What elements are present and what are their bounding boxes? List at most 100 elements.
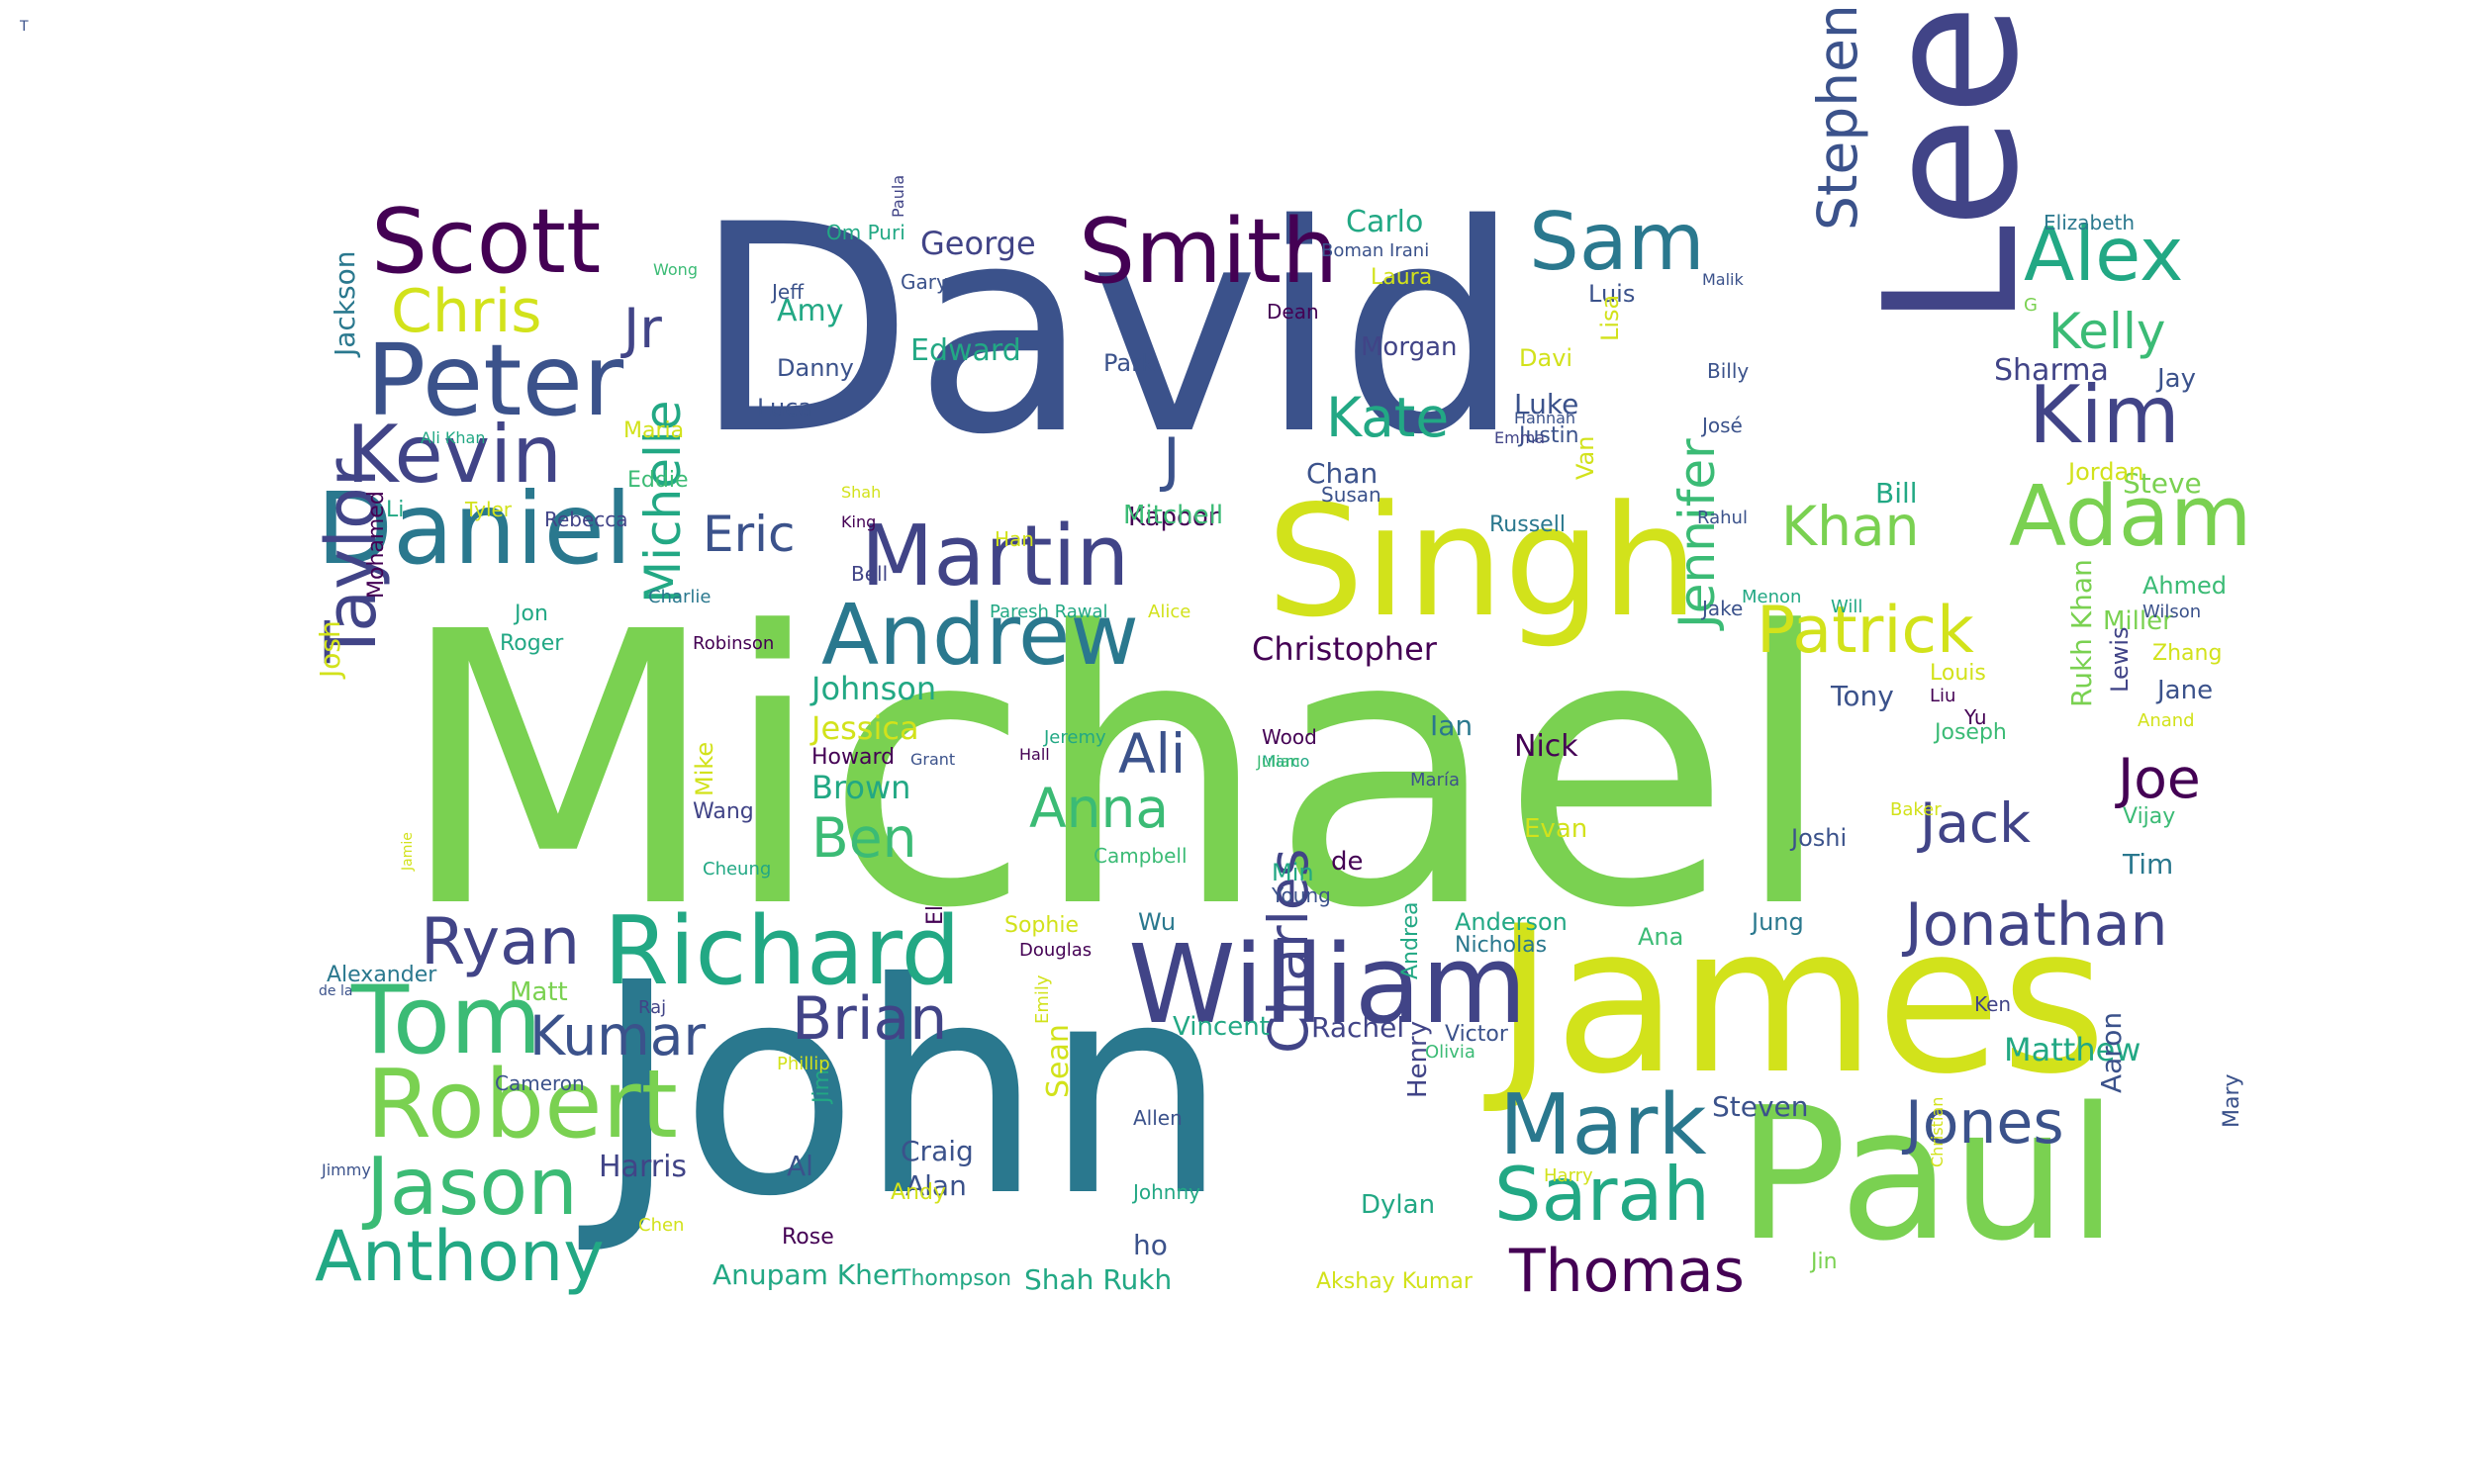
word-amy: Amy <box>777 294 844 328</box>
word-christian: Christian <box>1928 1096 1947 1167</box>
word-charlie: Charlie <box>648 587 712 607</box>
word-anderson: Anderson <box>1455 908 1568 936</box>
word-sharma: Sharma <box>1994 353 2109 388</box>
word-justin: Justin <box>1519 423 1579 448</box>
word-danny: Danny <box>777 354 854 382</box>
word-smith: Smith <box>1079 200 1339 304</box>
word-jack: Jack <box>1920 791 2032 855</box>
word-om-puri: Om Puri <box>826 221 905 244</box>
word-scott: Scott <box>371 190 602 294</box>
word-min: Min <box>1272 859 1314 886</box>
word-phillip: Phillip <box>777 1054 830 1074</box>
word-kapoor: Kapoor <box>1128 503 1219 532</box>
word-ahmed: Ahmed <box>2142 572 2228 600</box>
word-luis: Luis <box>1588 280 1636 308</box>
word-dylan: Dylan <box>1361 1190 1436 1220</box>
word-olivia: Olivia <box>1425 1042 1475 1063</box>
word-kumar: Kumar <box>529 1004 707 1067</box>
word-miller: Miller <box>2103 606 2173 636</box>
word-jones: Jones <box>1905 1088 2064 1158</box>
word-al: Al <box>787 1150 813 1182</box>
word-young: Young <box>1272 883 1331 907</box>
word-roger: Roger <box>500 631 564 656</box>
word-t: T <box>20 19 29 35</box>
word-ali-khan: Ali Khan <box>421 428 486 447</box>
word-nick: Nick <box>1514 729 1578 764</box>
word-steve: Steve <box>2123 467 2202 500</box>
word-jane: Jane <box>2157 676 2214 705</box>
word-christopher: Christopher <box>1252 630 1437 668</box>
word-susan: Susan <box>1321 483 1381 507</box>
word-king: King <box>841 512 877 531</box>
word-johnson: Johnson <box>811 670 937 707</box>
word-alice: Alice <box>1148 602 1191 622</box>
word-kim: Kim <box>2029 369 2180 461</box>
word-tony: Tony <box>1831 680 1894 712</box>
word-ali: Ali <box>1118 722 1187 786</box>
word-g: G <box>2024 295 2038 316</box>
word-david: David <box>693 164 1522 498</box>
word-jay: Jay <box>2157 364 2196 394</box>
word-daniel: Daniel <box>317 471 632 587</box>
word-shah-rukh: Shah Rukh <box>1024 1263 1173 1296</box>
word-li: Li <box>386 498 405 522</box>
word-andrea: Andrea <box>1398 901 1423 979</box>
word-jonathan: Jonathan <box>1905 890 2168 960</box>
word-michael: Michael <box>396 552 1837 990</box>
word-sean: Sean <box>1041 1024 1076 1098</box>
word-emily: Emily <box>1032 974 1053 1024</box>
word-lee: Lee <box>1845 4 2058 328</box>
word-andy: Andy <box>891 1180 946 1205</box>
word-john: John <box>594 920 1229 1260</box>
word-wang: Wang <box>693 799 754 824</box>
word-eric: Eric <box>703 506 796 563</box>
word-ana: Ana <box>1638 923 1684 951</box>
word-chan: Chan <box>1306 457 1379 490</box>
word-johnny: Johnny <box>1133 1180 1200 1204</box>
word-alexander: Alexander <box>327 963 437 987</box>
word-jeremy: Jeremy <box>1044 727 1106 748</box>
word-adam: Adam <box>2009 468 2252 566</box>
word-wilson: Wilson <box>2142 602 2202 622</box>
word-douglas: Douglas <box>1019 940 1093 961</box>
word-evan: Evan <box>1524 814 1588 844</box>
word-edward: Edward <box>910 333 1021 368</box>
word-alan: Alan <box>905 1169 967 1202</box>
word-harry: Harry <box>1544 1165 1593 1186</box>
word-aaron: Aaron <box>2095 1011 2128 1093</box>
word-jim: Jim <box>809 1068 834 1103</box>
word-davi: Davi <box>1519 344 1573 372</box>
word-thompson: Thompson <box>898 1266 1012 1291</box>
word-grant: Grant <box>910 750 956 769</box>
word-cheung: Cheung <box>703 859 772 880</box>
word-kelly: Kelly <box>2048 303 2166 360</box>
word-park: Park <box>1103 349 1155 377</box>
word-chris: Chris <box>391 277 542 346</box>
word-robert: Robert <box>366 1051 678 1159</box>
word-matthew: Matthew <box>2004 1031 2141 1068</box>
word-yu: Yu <box>1964 705 1987 729</box>
word-joe: Joe <box>2118 747 2201 810</box>
word-steven: Steven <box>1712 1090 1809 1123</box>
word-george: George <box>920 225 1036 262</box>
word-joseph: Joseph <box>1935 720 2007 745</box>
word-el: El <box>923 904 948 925</box>
word-kevin: Kevin <box>346 409 562 501</box>
word-peter: Peter <box>366 323 624 438</box>
word-mary: Mary <box>2220 1073 2244 1128</box>
word-cameron: Cameron <box>495 1071 585 1095</box>
word-de-la: de la <box>319 983 353 999</box>
word-lisa: Lisa <box>1596 294 1624 341</box>
word-russell: Russell <box>1489 512 1566 537</box>
word-patrick: Patrick <box>1757 594 1974 668</box>
word-baker: Baker <box>1890 799 1942 820</box>
word-howard: Howard <box>811 745 896 770</box>
word-rahul: Rahul <box>1697 508 1748 528</box>
word-jr: Jr <box>623 297 662 360</box>
word-wood: Wood <box>1262 725 1317 749</box>
word-liu: Liu <box>1930 686 1956 706</box>
word-robinson: Robinson <box>693 633 775 654</box>
word-jung: Jung <box>1752 908 1804 936</box>
word-laura: Laura <box>1371 265 1433 290</box>
word-sophie: Sophie <box>1004 913 1079 938</box>
